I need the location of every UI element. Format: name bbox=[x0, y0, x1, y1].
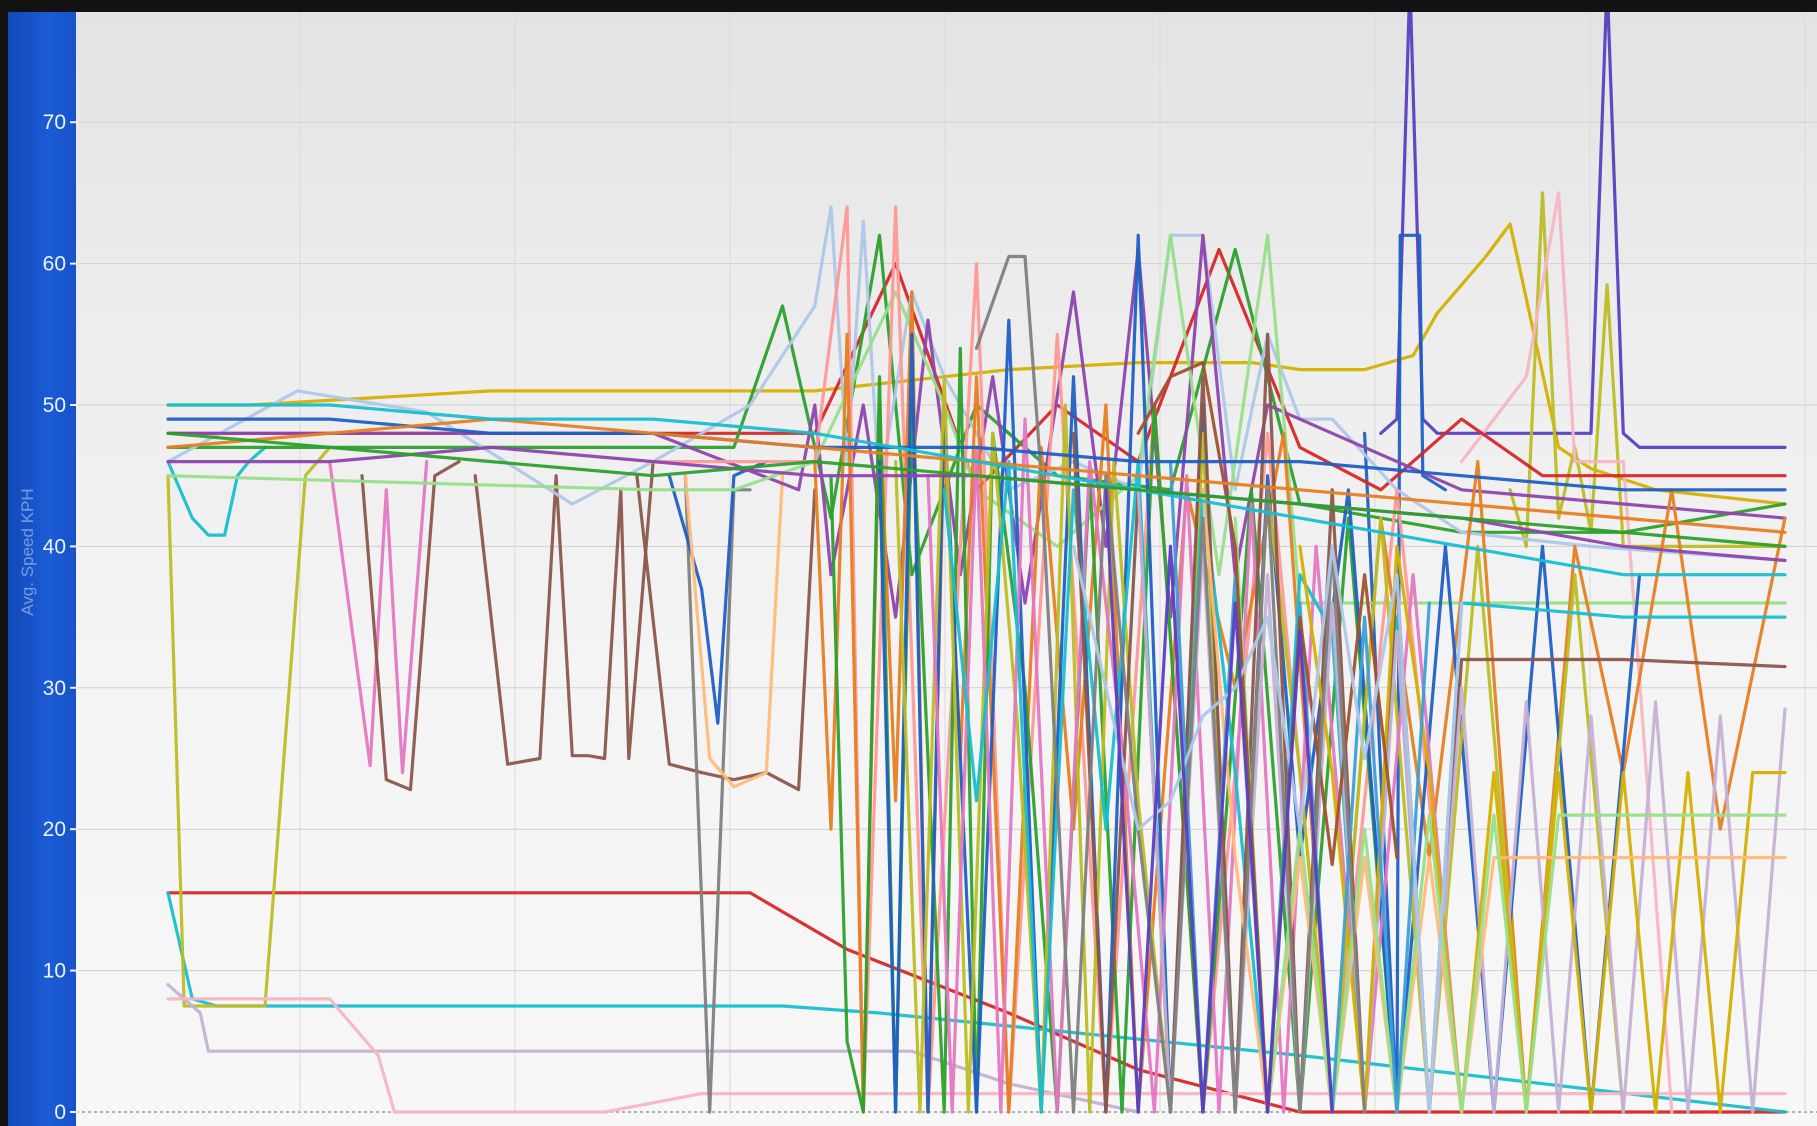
series-line-18 bbox=[1459, 191, 1674, 1114]
series-line-44 bbox=[166, 403, 1787, 577]
series-line-41 bbox=[166, 417, 1787, 492]
series-line-3 bbox=[166, 445, 332, 1008]
series-line-39 bbox=[1071, 544, 1464, 1114]
y-tick-label: 70 bbox=[43, 111, 66, 134]
series-line-33 bbox=[1298, 544, 1787, 1114]
y-tick-label: 40 bbox=[43, 535, 66, 558]
series-line-11 bbox=[683, 474, 752, 1114]
series-line-21 bbox=[166, 205, 1787, 563]
y-tick-label: 50 bbox=[43, 394, 66, 417]
y-tick-label: 30 bbox=[43, 677, 66, 700]
y-tick-label: 20 bbox=[43, 818, 66, 841]
y-axis-panel: Avg. Speed KPH bbox=[8, 12, 76, 1126]
series-lines bbox=[166, 12, 1787, 1114]
series-line-20 bbox=[166, 233, 1787, 577]
series-line-29 bbox=[926, 417, 1464, 1114]
series-line-45 bbox=[166, 431, 1787, 549]
series-line-10 bbox=[635, 474, 817, 792]
series-line-35 bbox=[1233, 516, 1787, 1114]
series-line-15 bbox=[1379, 12, 1787, 449]
series-line-8 bbox=[360, 460, 461, 792]
y-tick-label: 0 bbox=[54, 1101, 66, 1124]
series-line-14 bbox=[166, 222, 1787, 506]
series-line-17 bbox=[1508, 191, 1787, 549]
y-tick-label: 10 bbox=[43, 960, 66, 983]
series-line-40 bbox=[1104, 488, 1334, 1114]
series-line-9 bbox=[473, 460, 655, 766]
y-axis: 0 10 20 30 40 50 60 70 bbox=[43, 111, 78, 1124]
series-line-38 bbox=[974, 254, 1367, 1114]
series-line-13 bbox=[683, 474, 785, 789]
series-line-12 bbox=[667, 460, 768, 725]
series-line-7 bbox=[328, 460, 429, 775]
series-line-23 bbox=[166, 233, 1787, 605]
y-tick-label: 60 bbox=[43, 253, 66, 276]
series-line-16 bbox=[1362, 233, 1448, 1114]
